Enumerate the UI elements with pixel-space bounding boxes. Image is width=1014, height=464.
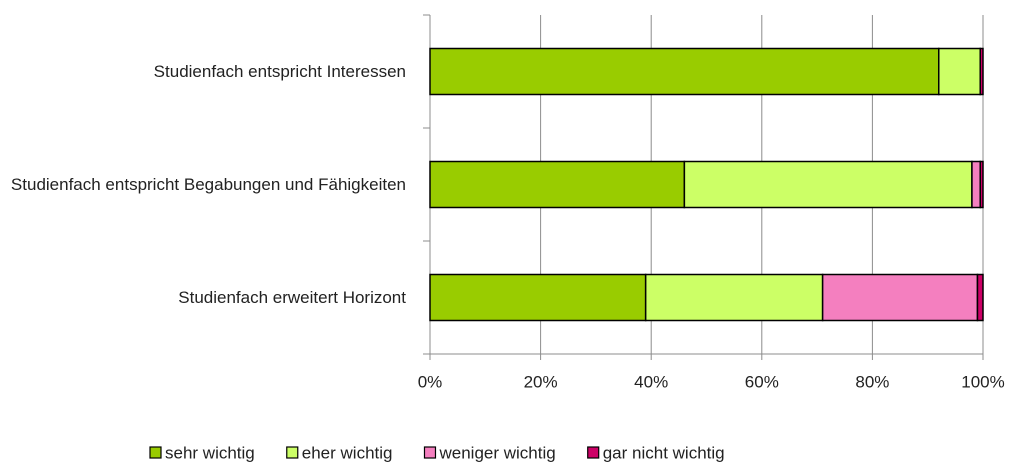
bar-segment xyxy=(683,160,973,209)
bar-segment xyxy=(429,47,940,96)
legend-label: gar nicht wichtig xyxy=(603,443,725,462)
legend-swatch xyxy=(587,446,600,459)
x-tick-label: 0% xyxy=(418,372,443,391)
x-tick-label: 80% xyxy=(855,372,889,391)
bar-segment xyxy=(429,160,686,209)
bar-segment xyxy=(971,160,981,209)
legend-swatch xyxy=(286,446,299,459)
category-label: Studienfach entspricht Interessen xyxy=(153,61,406,81)
bar-segment xyxy=(979,47,984,96)
legend-label: eher wichtig xyxy=(302,443,393,462)
category-label: Studienfach erweitert Horizont xyxy=(178,287,406,307)
legend-swatch xyxy=(423,446,437,459)
bar-segment xyxy=(821,273,979,322)
bar-segment xyxy=(938,47,981,96)
legend-label: weniger wichtig xyxy=(438,443,555,462)
x-tick-label: 40% xyxy=(634,372,668,391)
legend-label: sehr wichtig xyxy=(165,443,255,462)
bar-segment xyxy=(644,273,824,322)
legend-swatch xyxy=(149,446,162,459)
bar-segment xyxy=(976,273,984,322)
x-tick-label: 60% xyxy=(745,372,779,391)
category-label: Studienfach entspricht Begabungen und Fä… xyxy=(10,174,406,194)
x-tick-label: 100% xyxy=(961,372,1004,391)
bar-segment xyxy=(979,160,984,209)
x-tick-label: 20% xyxy=(524,372,558,391)
bar-segment xyxy=(429,273,647,322)
